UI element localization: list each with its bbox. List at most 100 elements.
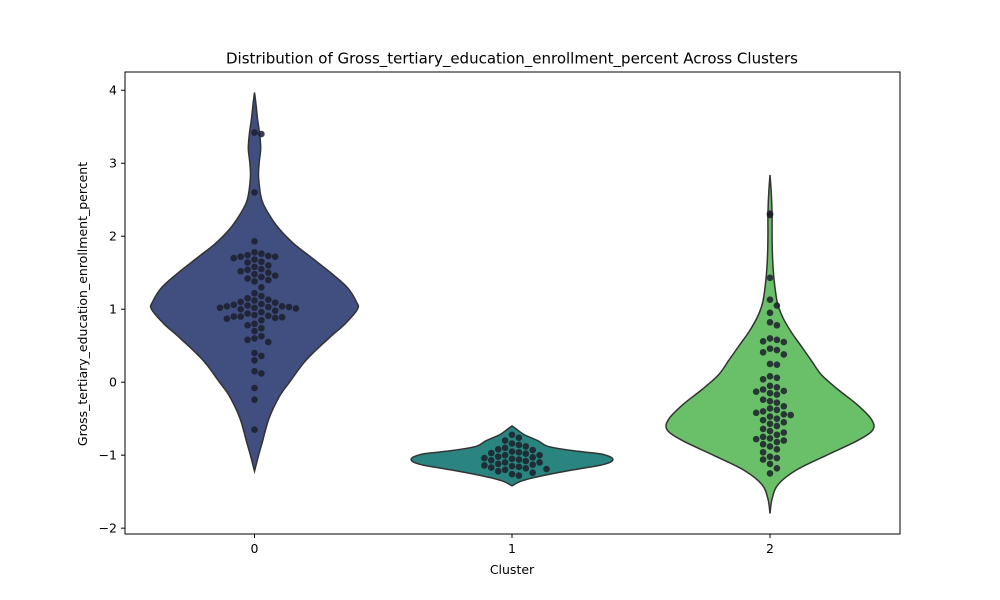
swarm-point-cluster-2-25 — [752, 388, 760, 395]
swarm-point-cluster-1-4 — [515, 441, 523, 449]
swarm-point-cluster-0-63 — [265, 338, 272, 346]
swarm-point-cluster-1-9 — [508, 448, 516, 455]
swarm-point-cluster-0-67 — [251, 367, 258, 375]
swarm-point-cluster-0-25 — [251, 278, 258, 285]
swarm-point-cluster-0-8 — [237, 253, 244, 260]
swarm-point-cluster-0-34 — [258, 300, 265, 308]
swarm-point-cluster-1-0 — [508, 431, 516, 439]
swarm-point-cluster-2-39 — [773, 415, 781, 422]
swarm-point-cluster-2-49 — [766, 435, 774, 442]
swarm-point-cluster-2-34 — [759, 408, 767, 415]
swarm-point-cluster-0-58 — [258, 324, 265, 332]
swarm-point-cluster-0-15 — [251, 263, 258, 271]
swarm-point-cluster-0-36 — [244, 302, 251, 309]
swarm-point-cluster-0-28 — [258, 292, 265, 300]
swarm-point-cluster-1-14 — [536, 451, 543, 459]
swarm-point-cluster-2-40 — [759, 416, 767, 424]
swarm-point-cluster-0-70 — [251, 396, 258, 404]
swarm-point-cluster-0-29 — [244, 294, 251, 302]
swarm-point-cluster-0-16 — [258, 265, 265, 273]
swarm-point-cluster-2-54 — [766, 443, 774, 450]
y-tick-label--2: −2 — [99, 521, 117, 536]
swarm-point-cluster-0-39 — [265, 303, 272, 311]
swarm-point-cluster-0-52 — [278, 313, 286, 321]
swarm-point-cluster-2-13 — [773, 346, 781, 354]
swarm-point-cluster-2-60 — [766, 460, 774, 468]
swarm-point-cluster-0-3 — [251, 238, 258, 245]
swarm-point-cluster-2-18 — [766, 373, 774, 380]
y-axis-label: Gross_tertiary_education_enrollment_perc… — [75, 162, 90, 446]
swarm-point-cluster-2-51 — [780, 437, 788, 444]
swarm-point-cluster-0-71 — [251, 426, 258, 433]
swarm-point-cluster-2-45 — [766, 427, 774, 435]
swarm-point-cluster-2-15 — [780, 351, 788, 358]
swarm-point-cluster-0-62 — [244, 336, 251, 344]
swarm-point-cluster-0-44 — [237, 305, 244, 313]
swarm-point-cluster-2-31 — [780, 402, 788, 410]
swarm-point-cluster-1-18 — [508, 455, 516, 463]
swarm-point-cluster-2-56 — [759, 448, 767, 456]
swarm-point-cluster-2-4 — [773, 302, 781, 309]
y-tick-label-3: 3 — [109, 156, 117, 171]
plot-frame — [124, 71, 901, 535]
swarm-point-cluster-0-13 — [244, 259, 251, 266]
swarm-point-cluster-0-60 — [258, 332, 265, 340]
swarm-point-cluster-0-22 — [258, 273, 265, 281]
swarm-point-cluster-2-3 — [766, 296, 774, 304]
swarm-point-cluster-2-7 — [773, 321, 781, 329]
swarm-point-cluster-0-20 — [251, 270, 258, 278]
swarm-point-cluster-0-14 — [265, 262, 272, 269]
swarm-point-cluster-1-8 — [529, 446, 536, 454]
swarm-point-cluster-1-2 — [501, 437, 509, 444]
swarm-point-cluster-2-26 — [766, 389, 774, 397]
swarm-point-cluster-0-9 — [271, 253, 279, 260]
swarm-point-cluster-0-54 — [223, 315, 231, 322]
swarm-point-cluster-1-26 — [481, 462, 488, 469]
swarm-point-cluster-2-5 — [766, 309, 774, 317]
swarm-point-cluster-1-20 — [488, 456, 495, 464]
swarm-point-cluster-0-23 — [244, 275, 251, 282]
swarm-point-cluster-2-36 — [780, 411, 788, 418]
chart-title: Distribution of Gross_tertiary_education… — [226, 50, 798, 69]
swarm-point-cluster-2-21 — [766, 382, 774, 390]
swarm-point-cluster-2-24 — [780, 387, 788, 395]
swarm-point-cluster-1-24 — [494, 460, 502, 468]
swarm-point-cluster-2-19 — [773, 374, 781, 382]
swarm-point-cluster-0-5 — [258, 250, 265, 258]
swarm-point-cluster-0-64 — [251, 349, 258, 357]
swarm-point-cluster-2-35 — [752, 409, 760, 417]
swarm-point-cluster-2-59 — [759, 456, 767, 463]
swarm-point-cluster-2-48 — [759, 433, 767, 441]
swarm-point-cluster-2-14 — [759, 348, 767, 356]
axes-layer: 0 1 2 −2 −1 0 1 2 3 4 — [99, 83, 774, 556]
swarm-point-cluster-2-37 — [787, 411, 794, 419]
swarm-point-cluster-0-1 — [258, 130, 265, 138]
swarm-point-cluster-0-26 — [258, 284, 265, 291]
swarm-point-cluster-0-2 — [251, 189, 258, 196]
swarm-point-cluster-0-7 — [265, 252, 272, 260]
swarm-point-cluster-2-33 — [773, 406, 781, 414]
swarm-point-cluster-2-62 — [766, 470, 774, 477]
swarm-point-cluster-0-68 — [258, 370, 265, 377]
swarm-point-cluster-0-27 — [251, 289, 258, 297]
swarm-point-cluster-0-50 — [237, 313, 244, 320]
swarm-point-cluster-1-21 — [522, 457, 530, 465]
swarm-point-cluster-0-18 — [237, 267, 244, 275]
y-tick-label-1: 1 — [109, 302, 117, 317]
swarm-point-cluster-2-57 — [766, 453, 774, 460]
swarm-point-cluster-2-30 — [773, 399, 781, 406]
swarm-point-cluster-2-17 — [773, 361, 781, 368]
swarm-point-cluster-0-12 — [258, 258, 265, 266]
swarm-point-cluster-0-38 — [223, 302, 231, 310]
swarm-point-cluster-2-46 — [780, 429, 788, 436]
swarm-point-cluster-1-22 — [501, 459, 509, 466]
swarm-point-cluster-0-43 — [292, 305, 300, 312]
swarm-point-cluster-0-37 — [278, 302, 286, 310]
swarm-point-cluster-1-15 — [494, 453, 502, 460]
swarm-point-cluster-1-33 — [494, 467, 502, 475]
swarm-point-cluster-2-9 — [773, 336, 781, 344]
swarm-point-cluster-1-23 — [536, 459, 543, 466]
swarm-point-cluster-0-4 — [251, 248, 258, 256]
swarm-point-cluster-0-48 — [251, 311, 258, 319]
